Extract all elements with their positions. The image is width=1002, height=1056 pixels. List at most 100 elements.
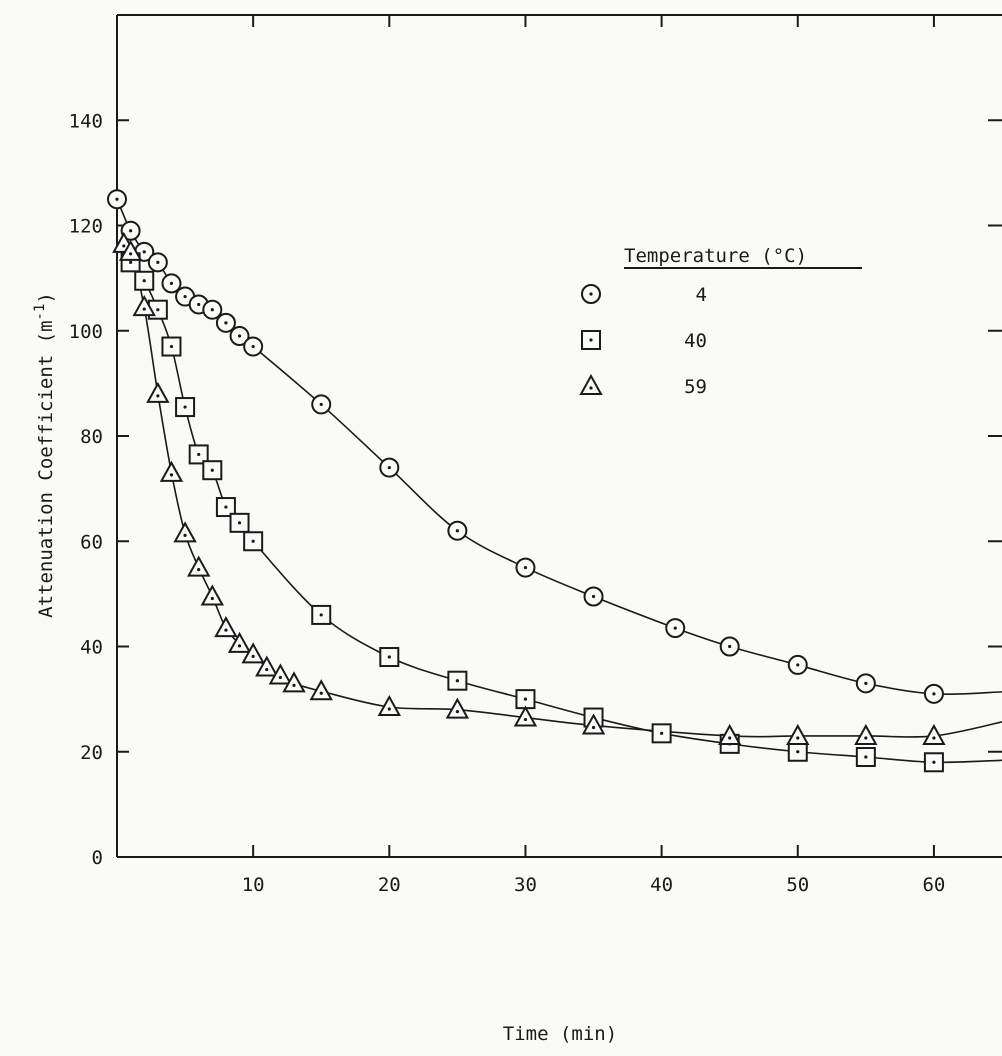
marker-center-dot (210, 308, 214, 312)
series-4-point-20 (379, 457, 400, 478)
marker-center-dot (156, 394, 160, 398)
triangle-marker-shape (200, 584, 225, 606)
marker-center-dot (169, 281, 174, 285)
series-59-point-3 (146, 381, 170, 403)
legend-entry-40-label: 40 (684, 330, 707, 352)
series-40-point-20 (379, 647, 400, 668)
series-40-point-40 (651, 723, 672, 744)
series-59-point-7 (200, 584, 225, 606)
triangle-marker-shape (146, 381, 170, 403)
triangle-marker-shape (132, 295, 156, 317)
triangle-marker-shape (282, 671, 306, 693)
triangle-marker-shape (579, 373, 603, 395)
marker-center-dot (197, 302, 201, 307)
marker-center-dot (237, 521, 242, 525)
triangle-marker-shape (173, 521, 197, 543)
series-59-point-50 (786, 723, 810, 745)
marker-center-dot (932, 760, 936, 764)
triangle-marker-shape (118, 239, 143, 261)
y-axis-title-superscript: -1 (32, 304, 48, 321)
marker-center-dot (673, 626, 677, 630)
series-40-point-5 (175, 397, 196, 418)
marker-center-dot (932, 692, 936, 696)
series-4-point-60 (923, 683, 944, 704)
series-59-point-45 (717, 723, 742, 745)
marker-center-dot (864, 681, 868, 685)
y-tick-label-100: 100 (69, 321, 103, 343)
marker-center-dot (224, 628, 228, 632)
marker-center-dot (387, 655, 391, 659)
triangle-marker-shape (854, 723, 878, 745)
series-59-point-4 (159, 460, 184, 482)
data-points (107, 189, 946, 773)
marker-center-dot (455, 710, 459, 714)
x-tick-label-60: 60 (922, 874, 945, 896)
y-axis-title-main: Attenuation Coefficient (m (35, 320, 57, 617)
marker-center-dot (319, 613, 323, 617)
marker-center-dot (523, 717, 528, 722)
marker-center-dot (387, 465, 391, 470)
series-4-point-4 (161, 273, 182, 294)
series-40-point-15 (311, 604, 332, 625)
series-40-point-9 (229, 512, 250, 533)
series-59-point-15 (309, 679, 333, 701)
marker-center-dot (142, 250, 146, 254)
marker-center-dot (197, 452, 201, 457)
series-4-point-8 (215, 312, 236, 333)
triangle-marker-shape (377, 694, 402, 717)
triangle-marker-shape (309, 679, 333, 701)
axis-ticks: 10 20 30 40 50 60 0 20 40 60 80 100 120 140 (69, 15, 1002, 896)
triangle-marker-shape (268, 663, 293, 685)
marker-center-dot (224, 321, 228, 325)
marker-center-dot (251, 344, 255, 349)
marker-center-dot (142, 307, 146, 311)
marker-center-dot (796, 736, 800, 740)
series-59-point-8 (214, 616, 238, 638)
y-tick-label-60: 60 (80, 531, 103, 553)
series-4-point-7 (202, 299, 223, 320)
triangle-marker-shape (159, 460, 184, 482)
marker-center-dot (864, 755, 868, 759)
y-axis-title: Attenuation Coefficient (m-1) (32, 292, 57, 618)
legend-marker-59 (579, 373, 603, 395)
marker-center-dot (728, 736, 732, 740)
series-59-point-30 (513, 705, 538, 727)
marker-center-dot (251, 539, 255, 543)
series-59-point-12 (268, 663, 293, 685)
triangle-marker-shape (786, 723, 810, 745)
series-4-point-41 (665, 618, 686, 639)
triangle-marker-shape (717, 723, 742, 745)
series-4-point-10 (243, 336, 264, 357)
legend-marker-40 (581, 330, 601, 350)
marker-center-dot (292, 683, 296, 687)
x-tick-label-30: 30 (514, 874, 537, 896)
marker-center-dot (197, 567, 201, 572)
series-40-point-8 (215, 497, 236, 518)
marker-center-dot (129, 260, 133, 264)
series-4-curve (116, 198, 1002, 696)
x-tick-label-10: 10 (242, 874, 265, 896)
marker-center-dot (169, 473, 174, 477)
series-59-point-20 (377, 694, 402, 717)
series-59-point-13 (282, 671, 306, 693)
marker-center-dot (129, 252, 133, 256)
series-4-point-35 (583, 586, 604, 607)
legend-marker-4 (581, 284, 601, 304)
series-59-point-5 (173, 521, 197, 543)
series-40-point-2 (134, 270, 155, 291)
marker-center-dot (455, 679, 459, 683)
triangle-marker-shape (214, 616, 238, 638)
marker-center-dot (210, 596, 214, 601)
series-4-point-0 (107, 189, 127, 210)
series-4-point-9 (229, 326, 250, 347)
triangle-marker-shape (922, 723, 946, 745)
series-4-point-55 (855, 673, 876, 694)
x-tick-label-20: 20 (378, 874, 401, 896)
legend-entry-59-label: 59 (684, 376, 707, 398)
marker-center-dot (796, 750, 800, 754)
marker-center-dot (122, 244, 126, 248)
series-40-point-55 (855, 747, 876, 768)
marker-center-dot (183, 533, 187, 537)
marker-center-dot (237, 644, 242, 648)
